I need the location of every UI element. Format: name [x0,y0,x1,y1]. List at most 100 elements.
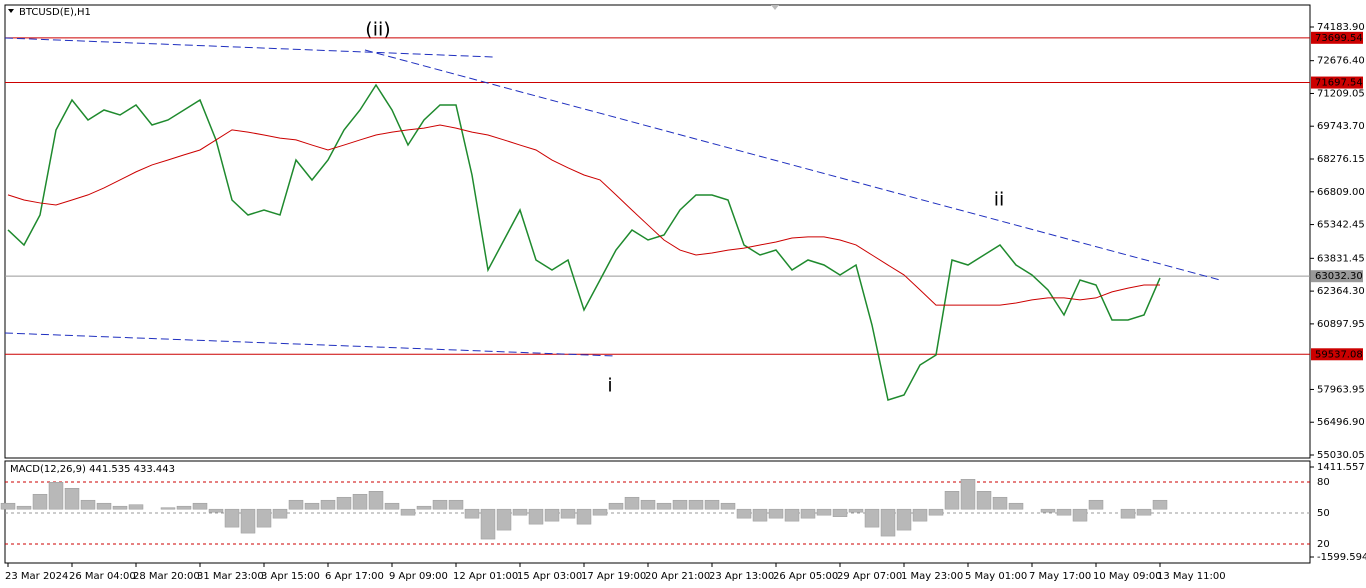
y-tick-label: 65342.45 [1317,220,1365,231]
macd-bar [928,508,944,516]
x-tick-label: 7 May 17:00 [1029,571,1091,582]
macd-bar [1120,508,1136,519]
macd-bar [560,508,576,519]
macd-bar [576,508,592,525]
macd-bar [64,488,80,510]
macd-bar [272,508,288,519]
y-tick-label: 63831.45 [1317,253,1365,264]
y-tick-label: 69743.70 [1317,121,1365,132]
x-tick-label: 12 Apr 01:00 [453,571,518,582]
y-tick-label: 71209.05 [1317,88,1365,99]
macd-bar [304,502,320,510]
macd-bar [96,502,112,510]
macd-bar [816,508,832,516]
macd-bar [800,508,816,519]
macd-bar [336,496,352,510]
level-tag [1311,270,1363,283]
trendline [4,37,493,58]
macd-bar [32,493,48,510]
macd-level-label: 50 [1317,508,1330,519]
wave-label: (ii) [365,19,390,41]
macd-bar [944,491,960,510]
macd-bar [448,499,464,510]
macd-bar [608,502,624,510]
y-tick-label: 66809.00 [1317,187,1365,198]
macd-bar [528,508,544,525]
y-tick-label: 60897.95 [1317,319,1365,330]
macd-bar [224,508,240,528]
macd-bar [384,502,400,510]
level-tag [1311,31,1363,44]
macd-tick-label: 1411.557 [1317,462,1365,473]
macd-bar [960,479,976,510]
trendline [364,49,1221,281]
x-tick-label: 26 Apr 05:00 [773,571,838,582]
macd-bar [480,508,496,540]
level-label: 71697.54 [1315,78,1363,89]
x-tick-label: 10 May 09:00 [1093,571,1162,582]
macd-bar [768,508,784,519]
macd-bar [160,507,176,510]
macd-bar [1040,508,1056,513]
macd-level-label: 20 [1317,539,1330,550]
macd-bar [720,502,736,510]
macd-bar [656,502,672,510]
level-label: 59537.08 [1315,349,1363,360]
x-tick-label: 29 Apr 07:00 [837,571,902,582]
macd-bar [288,499,304,510]
macd-tick-label: -1599.594 [1317,552,1366,563]
wave-label: i [607,375,612,397]
macd-bar [176,505,192,510]
x-tick-label: 6 Apr 17:00 [325,571,384,582]
wave-label: ii [994,189,1005,211]
menu-arrow[interactable] [8,9,14,13]
macd-bar [672,499,688,510]
macd-bar [992,496,1008,510]
macd-panel [4,460,1311,564]
level-label: 63032.30 [1315,271,1363,282]
macd-bar [832,508,848,517]
x-tick-label: 9 Apr 09:00 [389,571,448,582]
macd-bar [1008,502,1024,510]
macd-bar [624,496,640,510]
macd-bar [400,508,416,516]
macd-bar [640,499,656,510]
x-tick-label: 23 Mar 2024 [5,571,68,582]
macd-bar [1088,499,1104,510]
macd-bar [352,493,368,510]
x-tick-label: 28 Mar 20:00 [133,571,200,582]
y-tick-label: 57963.95 [1317,384,1365,395]
macd-bar [896,508,912,531]
x-tick-label: 3 Apr 15:00 [261,571,320,582]
macd-bar [784,508,800,522]
macd-bar [544,508,560,522]
macd-bar [320,499,336,510]
scroll-marker [771,5,779,10]
macd-label: MACD(12,26,9) 441.535 433.443 [10,464,175,475]
y-tick-label: 72676.40 [1317,56,1365,67]
level-tag [1311,76,1363,89]
x-tick-label: 20 Apr 21:00 [645,571,710,582]
price-line [7,83,1161,401]
macd-bar [368,491,384,510]
macd-bar [496,508,512,531]
macd-level-label: 80 [1317,477,1330,488]
macd-bar [1072,508,1088,522]
macd-bar [864,508,880,528]
macd-bar [1152,499,1168,510]
x-tick-label: 23 Apr 13:00 [709,571,774,582]
macd-bar [464,508,480,519]
macd-bar [1136,508,1152,516]
macd-bar [704,499,720,510]
macd-bar [976,491,992,510]
macd-bar [208,508,224,513]
macd-bar [256,508,272,528]
x-tick-label: 31 Mar 23:00 [197,571,264,582]
price-panel [4,4,1311,459]
x-tick-label: 26 Mar 04:00 [69,571,136,582]
macd-bar [592,508,608,516]
macd-bar [752,508,768,522]
macd-bar [192,502,208,510]
y-tick-label: 68276.15 [1317,154,1365,165]
